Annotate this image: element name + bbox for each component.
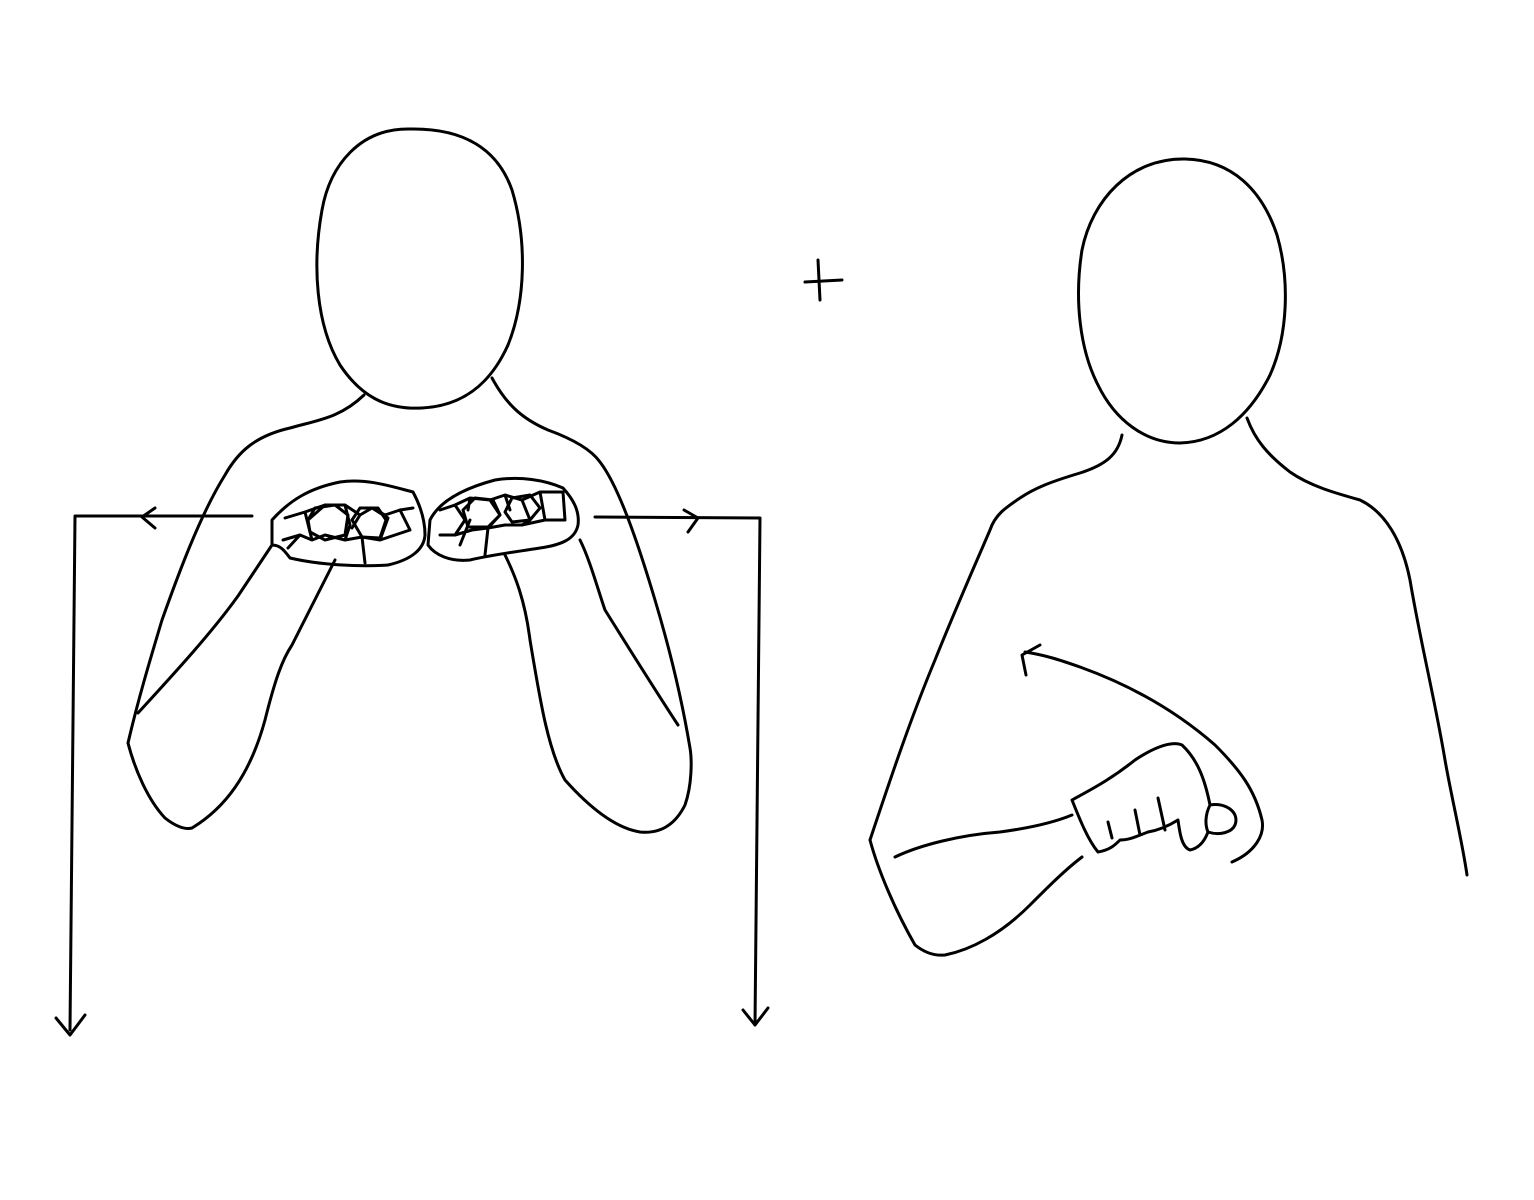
arrow-right-head-down xyxy=(741,1006,770,1027)
arrow-left-head-horizontal xyxy=(140,506,157,530)
arrow-left-path xyxy=(68,514,254,1032)
movement-arc xyxy=(1023,650,1265,864)
shoulder-right-signer-right xyxy=(1245,416,1469,877)
fist-right-signer xyxy=(1070,742,1238,854)
forearm-left xyxy=(126,558,337,830)
forearm-right xyxy=(503,553,693,834)
shoulder-right-side xyxy=(490,376,692,750)
movement-arc-head xyxy=(1020,643,1042,677)
head-right xyxy=(1077,157,1287,445)
fist-right-pads xyxy=(461,493,542,529)
arrow-right-head-horizontal xyxy=(682,508,700,534)
head-left xyxy=(315,127,524,410)
signer-left xyxy=(54,127,770,1037)
fist-left-outline xyxy=(270,479,427,568)
inner-arm-left xyxy=(136,543,274,715)
forearm-right-signer xyxy=(868,838,1084,957)
arrow-right-path xyxy=(593,515,762,1027)
fist-right-outline xyxy=(426,476,580,562)
shoulder-right-signer-left xyxy=(868,433,1124,842)
inner-arm-right xyxy=(578,538,680,727)
arrow-left-head-down xyxy=(54,1013,87,1037)
shoulder-left-side xyxy=(126,393,366,745)
fist-left-pads xyxy=(306,503,388,542)
signer-right xyxy=(868,157,1469,957)
upper-forearm-right-signer xyxy=(893,813,1074,859)
plus-icon xyxy=(803,258,844,302)
